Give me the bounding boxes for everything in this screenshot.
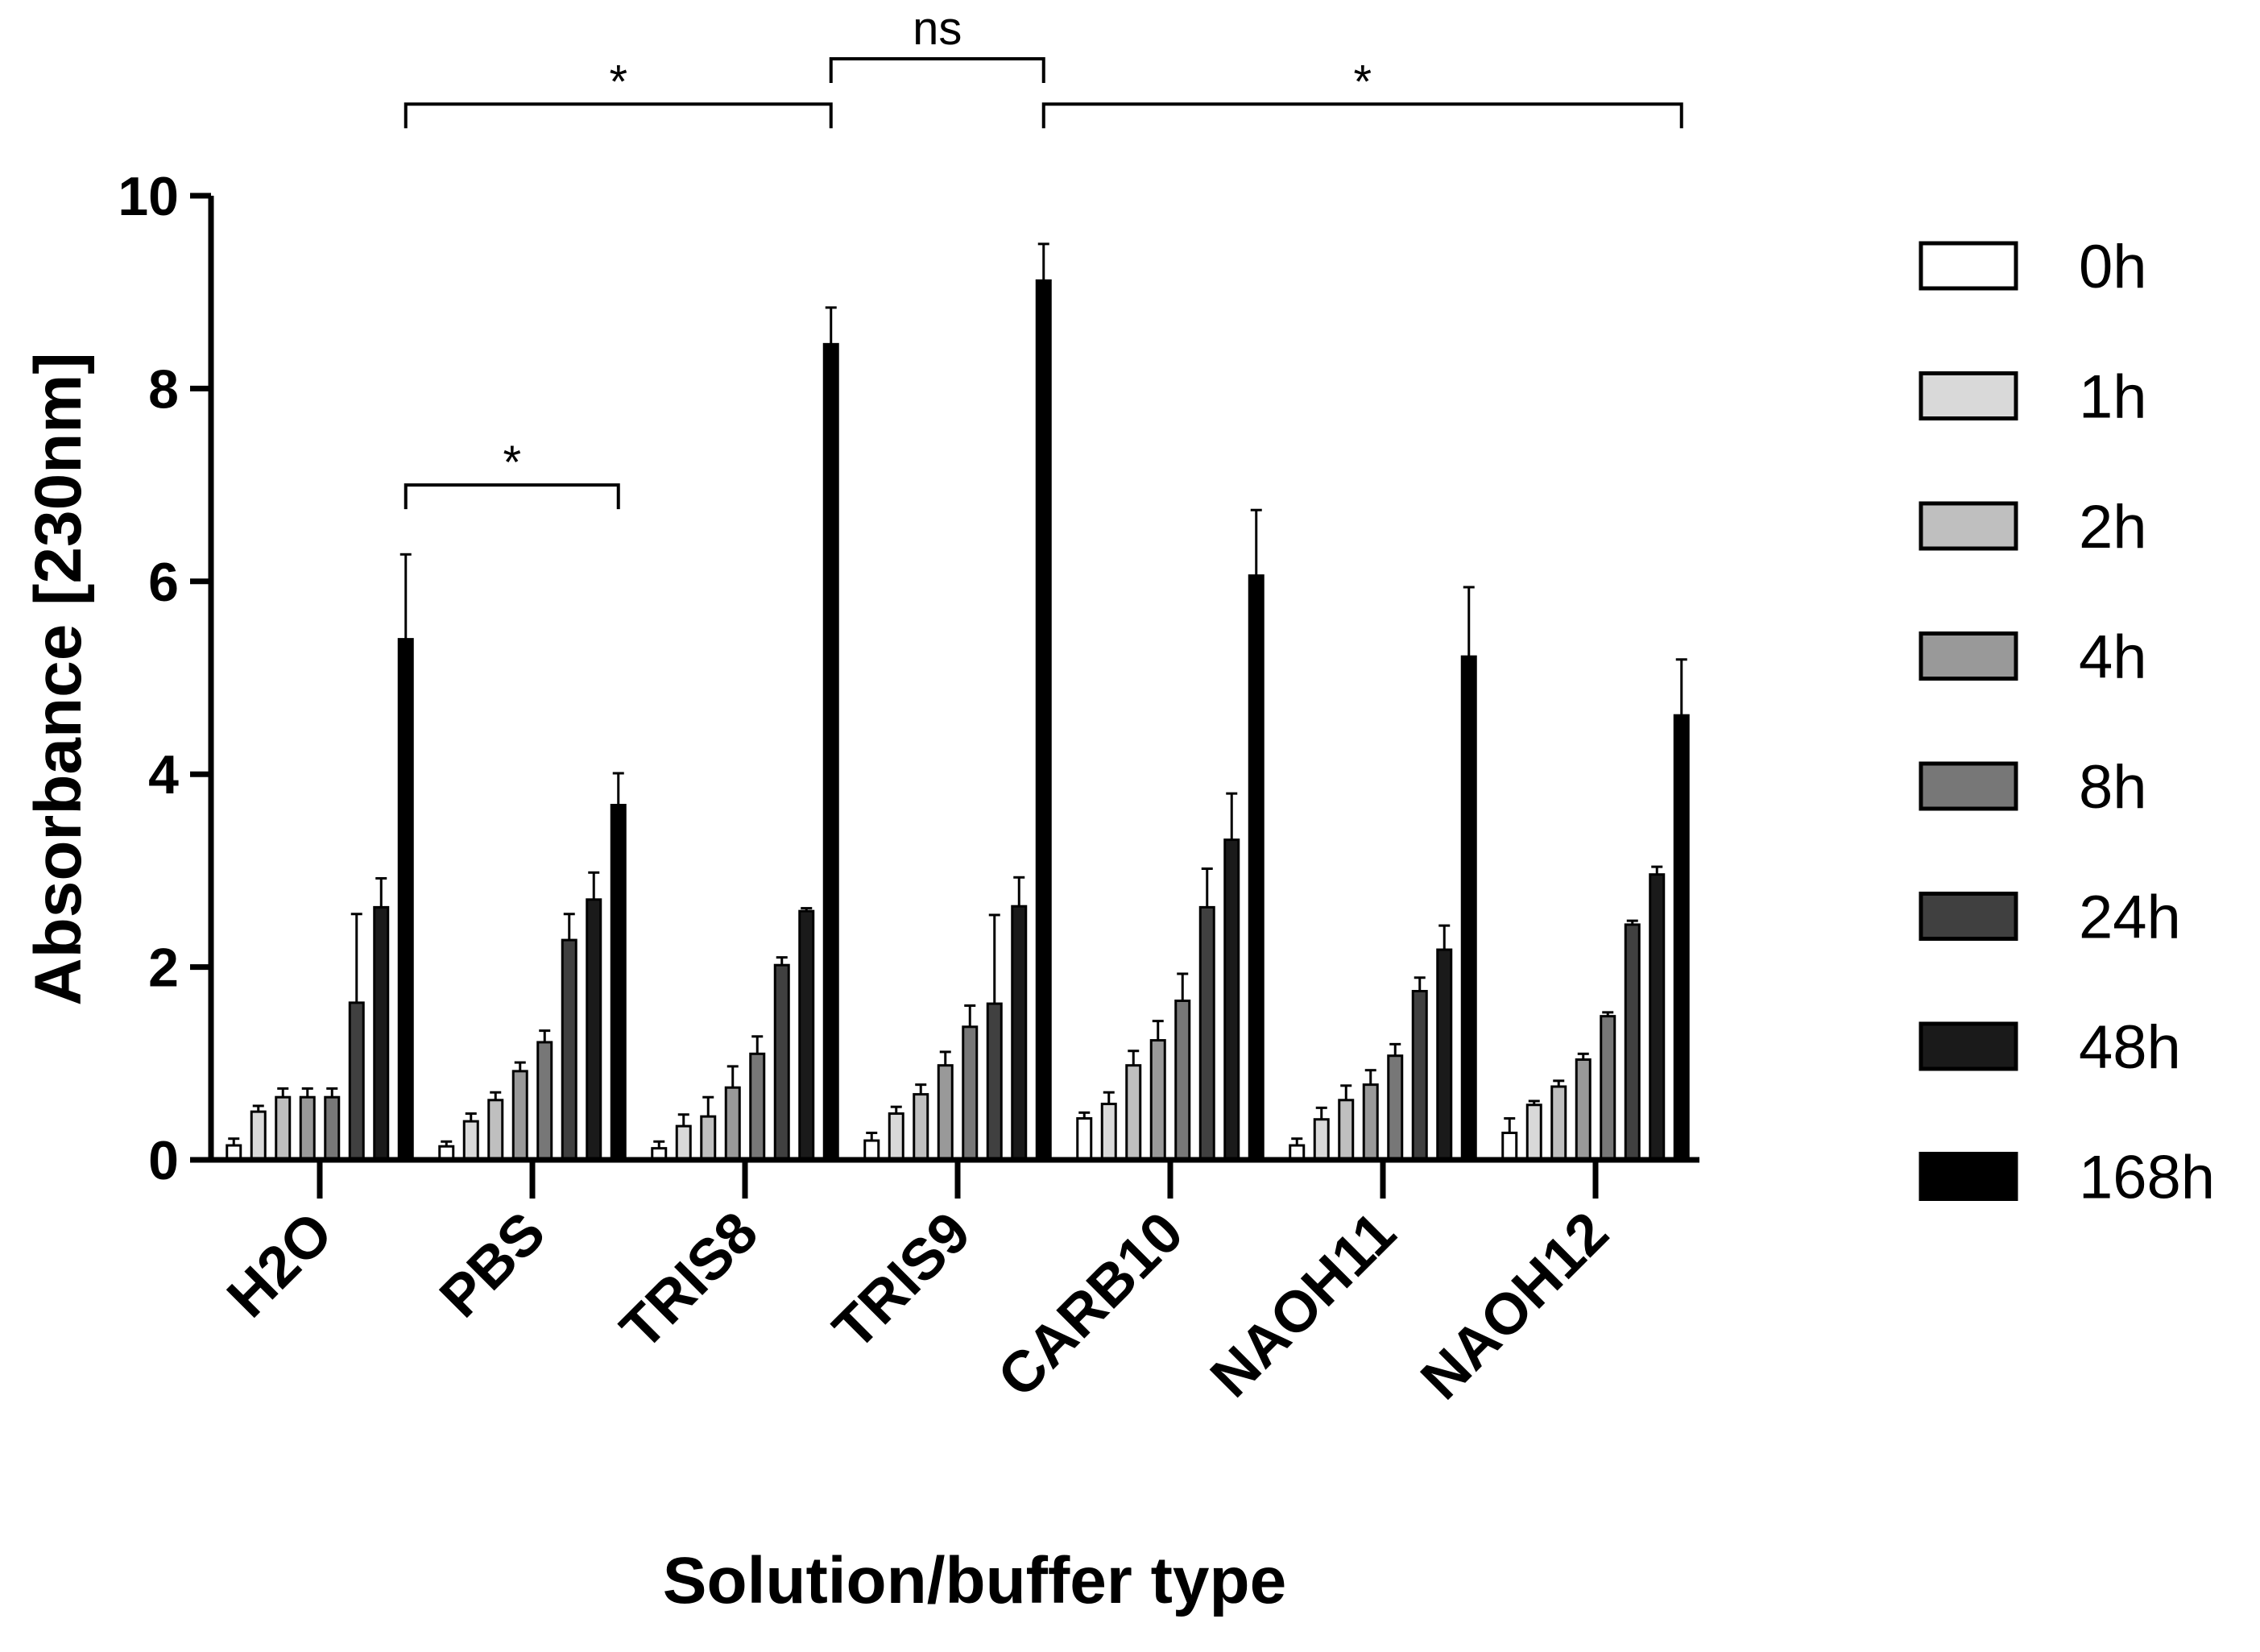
legend-swatch-4h xyxy=(1919,631,2018,681)
bar-carb10-1h xyxy=(1100,1103,1117,1161)
bar-naoh12-48h xyxy=(1649,873,1666,1161)
legend-label-48h: 48h xyxy=(2079,1013,2181,1082)
bar-tris8-4h xyxy=(724,1086,741,1161)
bar-pbs-24h xyxy=(561,938,577,1161)
bar-h2o-168h xyxy=(397,638,414,1161)
bar-h2o-48h xyxy=(373,905,390,1161)
y-tick-label: 6 xyxy=(148,552,179,613)
bar-tris8-1h xyxy=(675,1124,692,1161)
bar-naoh12-1h xyxy=(1525,1103,1542,1161)
legend-swatch-0h xyxy=(1919,241,2018,291)
bar-tris9-168h xyxy=(1035,279,1052,1161)
bar-naoh12-24h xyxy=(1624,923,1641,1161)
bar-h2o-24h xyxy=(348,1001,365,1161)
y-axis-title: Absorbance [230nm] xyxy=(22,352,95,1005)
bar-naoh11-24h xyxy=(1411,990,1428,1161)
legend-swatch-1h xyxy=(1919,371,2018,420)
legend-label-0h: 0h xyxy=(2079,233,2147,301)
legend-label-4h: 4h xyxy=(2079,623,2147,692)
significance-layer: * ns * * xyxy=(404,2,1683,510)
x-tick-label-pbs: PBS xyxy=(428,1200,557,1330)
bar-tris9-24h xyxy=(986,1002,1003,1161)
bar-carb10-2h xyxy=(1125,1064,1142,1161)
bar-tris9-8h xyxy=(962,1025,979,1161)
bar-pbs-1h xyxy=(462,1120,479,1161)
bar-tris8-2h xyxy=(700,1115,717,1161)
bar-h2o-1h xyxy=(250,1110,267,1161)
x-tick-label-tris9: TRIS9 xyxy=(821,1200,983,1362)
bar-naoh12-4h xyxy=(1575,1058,1592,1161)
y-tick-label: 10 xyxy=(118,166,179,227)
significance-label: * xyxy=(503,437,521,489)
bar-tris8-24h xyxy=(773,963,790,1161)
bars-layer xyxy=(226,279,1690,1161)
bar-tris9-0h xyxy=(863,1139,880,1161)
significance-label: * xyxy=(609,56,627,108)
bar-carb10-48h xyxy=(1223,838,1240,1161)
bar-naoh12-2h xyxy=(1550,1085,1567,1161)
legend-swatch-168h xyxy=(1919,1152,2018,1201)
bar-naoh11-8h xyxy=(1387,1054,1404,1161)
bar-naoh11-48h xyxy=(1436,948,1453,1161)
significance-bracket xyxy=(1041,102,1683,129)
bar-tris8-8h xyxy=(749,1052,766,1161)
bar-naoh12-8h xyxy=(1600,1015,1616,1161)
bar-tris9-4h xyxy=(937,1064,954,1161)
bar-pbs-48h xyxy=(586,898,602,1161)
legend-label-24h: 24h xyxy=(2079,884,2181,952)
bar-tris9-48h xyxy=(1011,905,1028,1161)
x-tick-label-naoh11: NAOH11 xyxy=(1198,1200,1408,1410)
y-tick-label: 8 xyxy=(148,358,179,420)
bar-naoh11-168h xyxy=(1460,655,1477,1161)
bar-h2o-8h xyxy=(324,1095,341,1161)
bar-pbs-168h xyxy=(610,804,627,1161)
significance-bracket xyxy=(829,57,1045,84)
bar-tris8-48h xyxy=(798,909,815,1161)
bar-naoh11-4h xyxy=(1362,1083,1379,1161)
legend: 0h 1h 2h 4h 8h 24h 48h 168h xyxy=(1919,233,2215,1212)
y-tick-label: 4 xyxy=(148,744,179,805)
bar-naoh11-2h xyxy=(1338,1099,1355,1161)
bar-tris8-168h xyxy=(822,342,839,1161)
bar-h2o-2h xyxy=(275,1095,292,1161)
legend-label-168h: 168h xyxy=(2079,1144,2215,1212)
bar-h2o-4h xyxy=(299,1095,316,1161)
bar-tris9-2h xyxy=(913,1093,929,1161)
bar-carb10-168h xyxy=(1248,574,1265,1161)
bar-naoh12-0h xyxy=(1501,1131,1518,1161)
legend-label-1h: 1h xyxy=(2079,363,2147,432)
x-tick-label-naoh12: NAOH12 xyxy=(1409,1200,1620,1412)
bar-carb10-4h xyxy=(1149,1039,1166,1161)
bar-pbs-8h xyxy=(536,1041,553,1161)
bar-naoh12-168h xyxy=(1673,714,1690,1161)
legend-swatch-2h xyxy=(1919,501,2018,551)
bar-carb10-24h xyxy=(1198,905,1215,1161)
legend-label-2h: 2h xyxy=(2079,493,2147,561)
bar-carb10-8h xyxy=(1174,999,1191,1161)
legend-swatch-48h xyxy=(1919,1021,2018,1071)
bar-pbs-2h xyxy=(487,1099,504,1161)
significance-bracket xyxy=(404,102,833,129)
legend-label-8h: 8h xyxy=(2079,753,2147,822)
bar-naoh11-1h xyxy=(1313,1118,1330,1161)
significance-label: * xyxy=(1353,56,1372,108)
x-tick-label-h2o: H2O xyxy=(215,1200,345,1330)
bar-carb10-0h xyxy=(1076,1117,1093,1161)
y-tick-label: 2 xyxy=(148,938,179,999)
significance-label: ns xyxy=(913,2,962,55)
legend-swatch-24h xyxy=(1919,892,2018,941)
significance-bracket xyxy=(404,483,620,510)
x-axis-title: Solution/buffer type xyxy=(663,1544,1286,1617)
x-tick-label-tris8: TRIS8 xyxy=(608,1200,770,1362)
x-tick-label-carb10: CARB10 xyxy=(986,1200,1195,1410)
y-tick-label: 0 xyxy=(148,1130,179,1191)
bar-pbs-4h xyxy=(511,1070,528,1161)
legend-swatch-8h xyxy=(1919,761,2018,811)
error-bars-layer xyxy=(228,242,1687,1149)
bar-tris9-1h xyxy=(888,1112,904,1161)
